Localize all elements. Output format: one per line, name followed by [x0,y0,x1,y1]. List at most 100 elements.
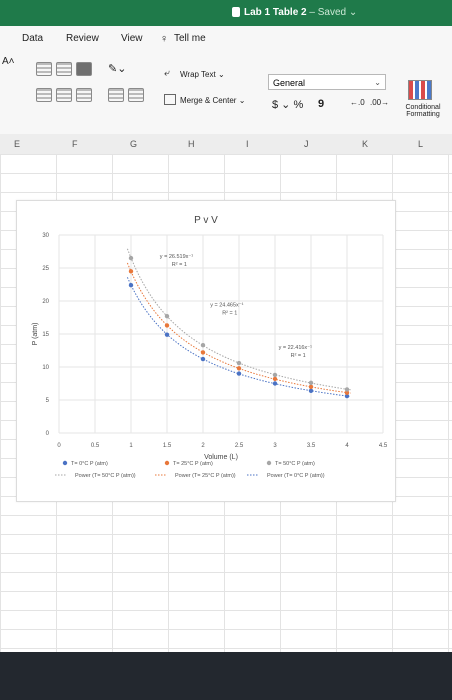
column-headers: E F G H I J K L [0,134,452,155]
data-point-series-0 [200,356,206,362]
trendline-equation: y = 26.519x⁻¹ [160,254,193,260]
data-point-series-2 [308,380,314,386]
font-size-increase[interactable]: A˄ [2,56,15,67]
orientation-icon[interactable]: ✎⌄ [108,63,127,75]
data-point-series-1 [344,390,350,395]
y-tick-label: 10 [42,365,49,371]
x-tick-label: 3 [273,443,277,449]
x-tick-label: 2.5 [235,443,244,449]
y-tick-label: 0 [46,431,50,437]
align-right-icon[interactable] [76,88,92,102]
chart-object[interactable]: P v V 0 0.5 1 1.5 2 2.5 3 3.5 4 4.5 0 5 10 15 20 25 30 Vo… [16,200,396,502]
y-tick-label: 20 [42,299,49,305]
trendline-equation: y = 22.416x⁻¹ [279,345,312,351]
cf-line1: Conditional [405,104,441,111]
trendline-r2: R² = 1 [172,262,187,268]
chart-title[interactable]: P v V [194,215,218,226]
data-point-series-1 [200,350,206,355]
legend-label: T= 0°C P (atm) [71,461,108,467]
x-tick-label: 4.5 [379,443,388,449]
tab-view[interactable]: View [121,33,143,44]
align-center-icon[interactable] [56,88,72,102]
data-point-series-2 [200,343,206,348]
legend-label: T= 50°C P (atm) [275,461,315,467]
trendline-2 [126,277,351,397]
align-middle-icon[interactable] [56,62,72,76]
data-point-series-0 [236,371,242,376]
currency-percent-buttons[interactable]: $ ⌄ % [272,99,304,111]
align-bottom-icon[interactable] [76,62,92,76]
saved-status: – Saved ⌄ [306,7,358,18]
legend-marker [266,460,272,466]
column-header-j[interactable]: J [304,139,309,149]
legend-marker [164,460,170,466]
tell-me-search[interactable]: Tell me [174,33,206,44]
increase-decimal-icon[interactable]: ←.0 [350,98,365,107]
data-point-series-1 [128,269,134,274]
merge-center-icon [164,94,176,105]
excel-window: Lab 1 Table 2 – Saved ⌄ Data Review View… [0,0,452,652]
column-header-i[interactable]: I [246,139,249,149]
data-point-series-0 [164,332,170,337]
x-tick-label: 2 [201,443,205,449]
align-left-icon[interactable] [36,88,52,102]
conditional-formatting-icon[interactable] [408,80,432,100]
merge-center-button[interactable]: Merge & Center ⌄ [180,96,246,105]
data-point-series-0 [128,282,134,288]
trendline-equation: y = 24.465x⁻¹ [210,302,243,308]
data-point-series-0 [272,381,278,386]
legend-label: T= 25°C P (atm) [173,461,213,467]
x-axis-label: Volume (L) [204,454,238,461]
column-header-e[interactable]: E [14,139,21,149]
wrap-text-icon: ⤶ [164,68,170,79]
ribbon-home: A˄ ✎⌄ ⤶ Wrap Text ⌄ Merge & Center ⌄ Gen… [0,54,452,135]
data-point-series-2 [164,313,170,319]
decrease-decimal-icon[interactable]: .00→ [370,98,390,107]
legend-marker [62,460,68,466]
increase-indent-icon[interactable] [128,88,144,102]
y-tick-label: 5 [46,398,50,404]
x-tick-label: 4 [345,443,349,449]
title-bar: Lab 1 Table 2 – Saved ⌄ [0,0,452,26]
column-header-l[interactable]: L [418,139,424,149]
trendline-r2: R² = 1 [222,310,237,316]
data-point-series-0 [308,388,314,393]
data-point-series-2 [128,255,134,261]
number-format-select[interactable]: General ⌄ [268,74,386,90]
document-title: Lab 1 Table 2 – Saved ⌄ [244,7,357,18]
ribbon-tabs: Data Review View ♀ Tell me [0,26,452,55]
data-point-series-0 [344,393,350,399]
trendline-r2: R² = 1 [291,353,306,359]
cf-line2: Formatting [406,111,440,118]
legend-label: Power (T= 50°C P (atm)) [75,473,136,479]
data-point-series-1 [236,366,242,371]
doc-name: Lab 1 Table 2 [244,7,307,18]
tab-data[interactable]: Data [22,33,44,44]
align-top-icon[interactable] [36,62,52,76]
column-header-f[interactable]: F [72,139,78,149]
scatter-plot: 0 0.5 1 1.5 2 2.5 3 3.5 4 4.5 0 5 10 15 20 25 30 Volume (… [32,233,388,479]
data-point-series-1 [308,384,314,389]
x-tick-label: 0.5 [91,443,100,449]
lightbulb-icon: ♀ [160,33,169,45]
x-tick-label: 1 [129,443,133,449]
chevron-down-icon: ⌄ [374,78,381,87]
wrap-text-button[interactable]: Wrap Text ⌄ [180,70,225,79]
y-tick-label: 30 [42,233,49,239]
data-point-series-1 [164,323,170,328]
y-axis-label: P (atm) [32,323,39,346]
conditional-formatting-label[interactable]: Conditional Formatting [398,104,448,118]
data-point-series-1 [272,376,278,382]
column-header-h[interactable]: H [188,139,195,149]
x-tick-label: 1.5 [163,443,172,449]
data-point-series-2 [344,387,350,392]
tab-review[interactable]: Review [66,33,99,44]
y-tick-label: 15 [42,332,49,338]
comma-style-button[interactable]: 9 [318,98,325,110]
decrease-indent-icon[interactable] [108,88,124,102]
column-header-g[interactable]: G [130,139,138,149]
y-tick-label: 25 [42,266,49,272]
legend-label: Power (T= 0°C P (atm)) [267,473,325,479]
column-header-k[interactable]: K [362,139,369,149]
x-tick-label: 0 [57,443,61,449]
